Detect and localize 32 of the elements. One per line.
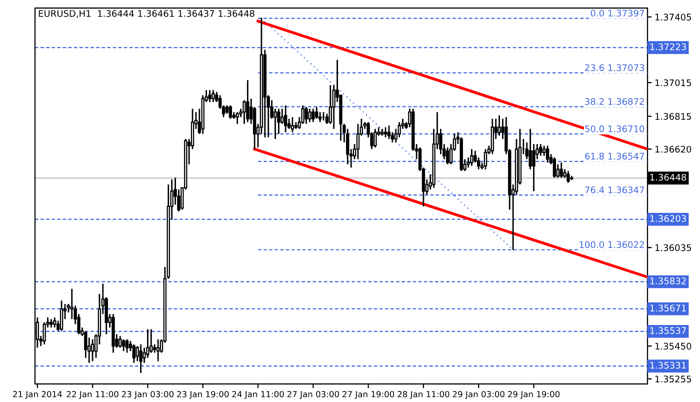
- series-label: 50.0 1.36710: [585, 125, 644, 132]
- x-tick-label: 27 Jan 03:00: [287, 391, 339, 399]
- y-tick-label: 1.35450: [655, 342, 692, 350]
- x-tick-label: 28 Jan 11:00: [398, 391, 450, 399]
- x-tick-label: 27 Jan 19:00: [342, 391, 394, 399]
- series-label: 38.2 1.36872: [585, 98, 644, 105]
- series-label: 61.8 1.36547: [585, 152, 644, 160]
- x-tick-label: 21 Jan 2014: [13, 391, 62, 399]
- y-tick-label: 1.37405: [655, 14, 691, 21]
- ref-line-label: 1.36448: [650, 174, 686, 181]
- series-label: 76.4 1.36347: [585, 186, 644, 194]
- x-tick-label: 29 Jan 19:00: [508, 391, 560, 399]
- x-tick-label: 23 Jan 19:00: [177, 391, 229, 399]
- x-tick-label: 29 Jan 03:00: [452, 391, 504, 399]
- chart-title: EURUSD,H1 1.36444 1.36461 1.36437 1.36448: [38, 10, 254, 18]
- x-tick-label: 22 Jan 11:00: [66, 391, 118, 399]
- y-tick-label: 1.36815: [655, 113, 691, 120]
- ref-line-label: 1.35331: [650, 362, 686, 369]
- ref-line-label: 1.35832: [650, 278, 686, 284]
- ref-line-label: 1.37223: [650, 43, 686, 50]
- y-tick-label: 1.36035: [655, 244, 691, 252]
- series-label: 23.6 1.37073: [585, 64, 644, 72]
- y-tick-label: 1.35255: [655, 376, 691, 382]
- y-tick-label: 1.37015: [655, 79, 691, 86]
- ref-line-label: 1.35537: [650, 327, 686, 334]
- y-tick-label: 1.36620: [655, 146, 692, 153]
- series-label: 100.0 1.36022: [580, 241, 644, 248]
- x-tick-label: 23 Jan 03:00: [122, 391, 174, 399]
- series-label: 0.0 1.37397: [590, 10, 644, 17]
- ref-line-label: 1.36203: [650, 215, 686, 222]
- x-tick-label: 24 Jan 11:00: [232, 391, 284, 399]
- ref-line-label: 1.35671: [650, 304, 686, 312]
